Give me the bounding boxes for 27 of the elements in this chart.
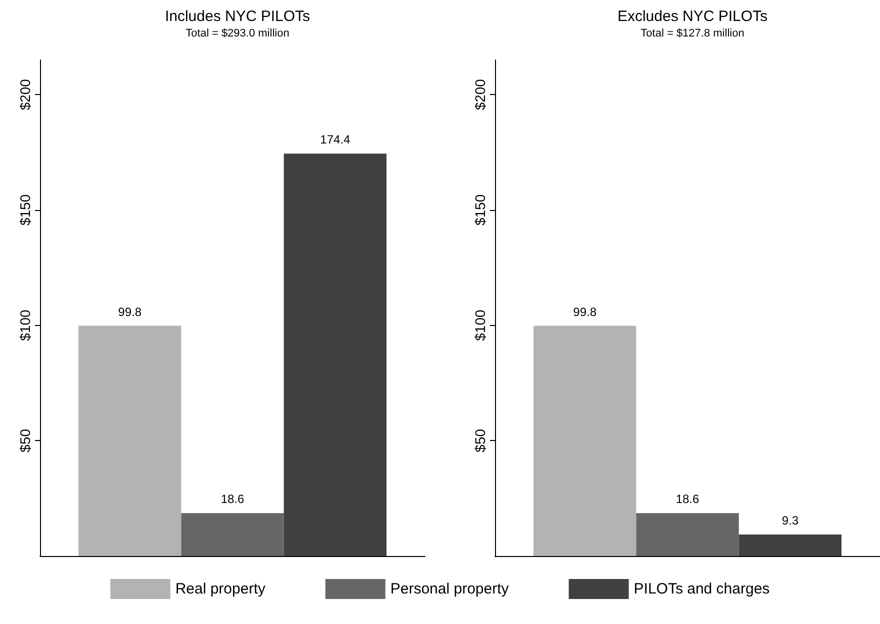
y-tick-label: $150 <box>472 194 488 226</box>
data-label: 99.8 <box>118 304 142 319</box>
chart-title: Excludes NYC PILOTs <box>617 8 768 25</box>
bar <box>534 326 636 556</box>
bar <box>284 154 386 556</box>
y-tick-label: $150 <box>17 194 33 226</box>
y-tick-label: $200 <box>472 78 488 110</box>
y-tick-label: $200 <box>17 78 33 110</box>
y-tick-label: $100 <box>472 310 488 341</box>
chart-title: Includes NYC PILOTs <box>164 8 310 25</box>
data-label: 99.8 <box>573 304 597 319</box>
bar <box>738 534 842 556</box>
data-label: 174.4 <box>320 132 351 147</box>
bar <box>181 513 284 556</box>
legend-label: PILOTs and charges <box>634 580 770 598</box>
bar <box>78 326 182 556</box>
y-tick-label: $100 <box>17 310 33 341</box>
legend-label: Real property <box>175 580 266 598</box>
y-tick-label: $50 <box>17 428 33 452</box>
y-tick-label: $50 <box>472 428 488 452</box>
bar <box>636 513 739 556</box>
chart-subtitle: Total = $293.0 million <box>186 28 290 40</box>
data-label: 9.3 <box>782 514 799 528</box>
data-label: 18.6 <box>220 492 244 506</box>
data-label: 18.6 <box>676 492 700 506</box>
legend-label: Personal property <box>390 580 510 598</box>
chart-subtitle: Total = $127.8 million <box>640 28 744 40</box>
